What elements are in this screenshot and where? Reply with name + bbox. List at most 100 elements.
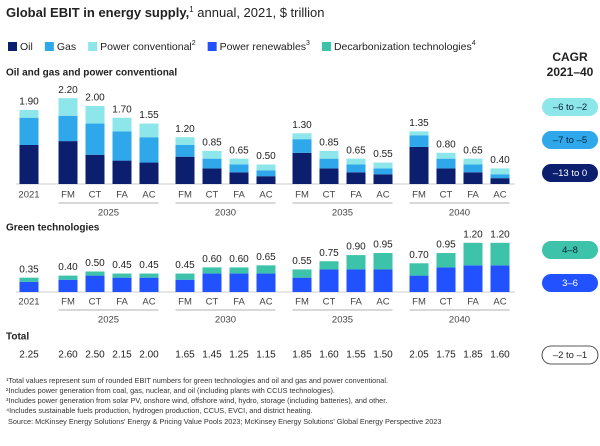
category-label: FM xyxy=(178,297,192,308)
total-row-value: 2.25 xyxy=(19,350,39,361)
category-label: CT xyxy=(323,297,336,308)
bar-segment xyxy=(292,277,312,292)
group-label: 2040 xyxy=(449,315,470,326)
bar-segment xyxy=(19,281,39,292)
bar-segment xyxy=(139,273,159,278)
footnote: ⁴Includes sustainable fuels production, … xyxy=(6,406,313,415)
bar-segment xyxy=(292,152,312,184)
category-label: CT xyxy=(89,297,102,308)
bar-segment xyxy=(373,162,393,169)
total-label: 0.55 xyxy=(292,256,312,267)
bar-segment xyxy=(58,279,78,292)
bar-segment xyxy=(112,117,132,132)
legend-note: 3 xyxy=(306,40,310,47)
bar-segment xyxy=(202,273,222,292)
bar-segment xyxy=(229,164,249,173)
total-label: 1.20 xyxy=(463,229,483,240)
bar-segment xyxy=(292,139,312,153)
bar-segment xyxy=(490,242,510,266)
source: Source: McKinsey Energy Solutions' Energ… xyxy=(8,417,441,426)
category-label: AC xyxy=(259,190,272,201)
category-label: CT xyxy=(89,190,102,201)
group-label: 2030 xyxy=(215,208,236,219)
bar-segment xyxy=(409,263,429,276)
category-label: FM xyxy=(61,190,75,201)
total-label: 0.85 xyxy=(202,137,222,148)
bar-segment xyxy=(463,265,483,292)
total-row-value: 1.65 xyxy=(175,350,195,361)
total-row-value: 1.60 xyxy=(490,350,510,361)
category-label: AC xyxy=(376,297,389,308)
bar-segment xyxy=(256,164,276,171)
total-label: 2.20 xyxy=(58,85,78,96)
cagr-label: –6 to –2 xyxy=(553,102,587,113)
bar-segment xyxy=(58,98,78,116)
bar-segment xyxy=(85,106,105,124)
bar-segment xyxy=(112,273,132,278)
bar-segment xyxy=(409,146,429,184)
bar-segment xyxy=(256,273,276,292)
title-main: Global EBIT in energy supply, xyxy=(6,5,189,20)
total-row-value: 1.45 xyxy=(202,350,222,361)
category-label: AC xyxy=(142,297,155,308)
bar-segment xyxy=(139,137,159,163)
category-label: FM xyxy=(295,297,309,308)
cagr-label: –13 to 0 xyxy=(553,168,587,179)
total-label: 0.40 xyxy=(490,155,510,166)
category-label: FA xyxy=(467,297,479,308)
bar-segment xyxy=(292,133,312,140)
footnote: ³Includes power generation from solar PV… xyxy=(6,396,387,405)
cagr-label: –2 to –1 xyxy=(553,350,587,361)
cagr-title: CAGR xyxy=(552,50,588,64)
group-label: 2035 xyxy=(332,315,353,326)
bar-segment xyxy=(19,277,39,282)
legend-name: Decarbonization technologies xyxy=(334,41,472,53)
title-note: 1 xyxy=(189,5,194,14)
bar-segment xyxy=(85,271,105,276)
category-label: AC xyxy=(493,297,506,308)
bar-segment xyxy=(319,269,339,292)
cagr-label: 3–6 xyxy=(562,278,578,289)
bar-segment xyxy=(175,156,195,184)
bar-segment xyxy=(436,253,456,268)
category-label: AC xyxy=(376,190,389,201)
legend-swatch xyxy=(88,42,98,51)
bar-segment xyxy=(175,137,195,145)
bar-segment xyxy=(256,265,276,274)
bar-segment xyxy=(463,164,483,173)
category-label: AC xyxy=(142,190,155,201)
category-label: FM xyxy=(178,190,192,201)
category-label: CT xyxy=(206,297,219,308)
category-label: FA xyxy=(233,190,245,201)
total-label: 1.90 xyxy=(19,97,39,108)
bar-segment xyxy=(319,168,339,184)
legend-swatch xyxy=(8,42,17,51)
category-label: FA xyxy=(116,190,128,201)
total-label: 0.45 xyxy=(112,260,132,271)
legend-swatch xyxy=(321,42,331,51)
bar-segment xyxy=(436,152,456,159)
total-row-value: 1.15 xyxy=(256,350,276,361)
bar-segment xyxy=(175,273,195,280)
bar-segment xyxy=(19,109,39,118)
bar-segment xyxy=(346,255,366,270)
category-label: FM xyxy=(295,190,309,201)
bar-segment xyxy=(85,154,105,184)
cagr-pill xyxy=(542,274,598,292)
footnote: ¹Total values represent sum of rounded E… xyxy=(6,376,388,385)
bar-segment xyxy=(139,162,159,184)
cagr-pill xyxy=(541,345,599,365)
category-label: CT xyxy=(206,190,219,201)
total-row-value: 1.55 xyxy=(346,350,366,361)
bar-segment xyxy=(229,172,249,184)
panel-title: Oil and gas and power conventional xyxy=(6,68,177,79)
bar-segment xyxy=(490,174,510,179)
bar-segment xyxy=(139,277,159,292)
bar-segment xyxy=(409,135,429,147)
total-label: 1.20 xyxy=(175,124,195,135)
legend-swatch xyxy=(44,42,54,51)
total-label: 0.60 xyxy=(229,254,249,265)
category-label: CT xyxy=(440,297,453,308)
total-label: 1.35 xyxy=(409,118,429,129)
total-label: 0.70 xyxy=(409,250,429,261)
